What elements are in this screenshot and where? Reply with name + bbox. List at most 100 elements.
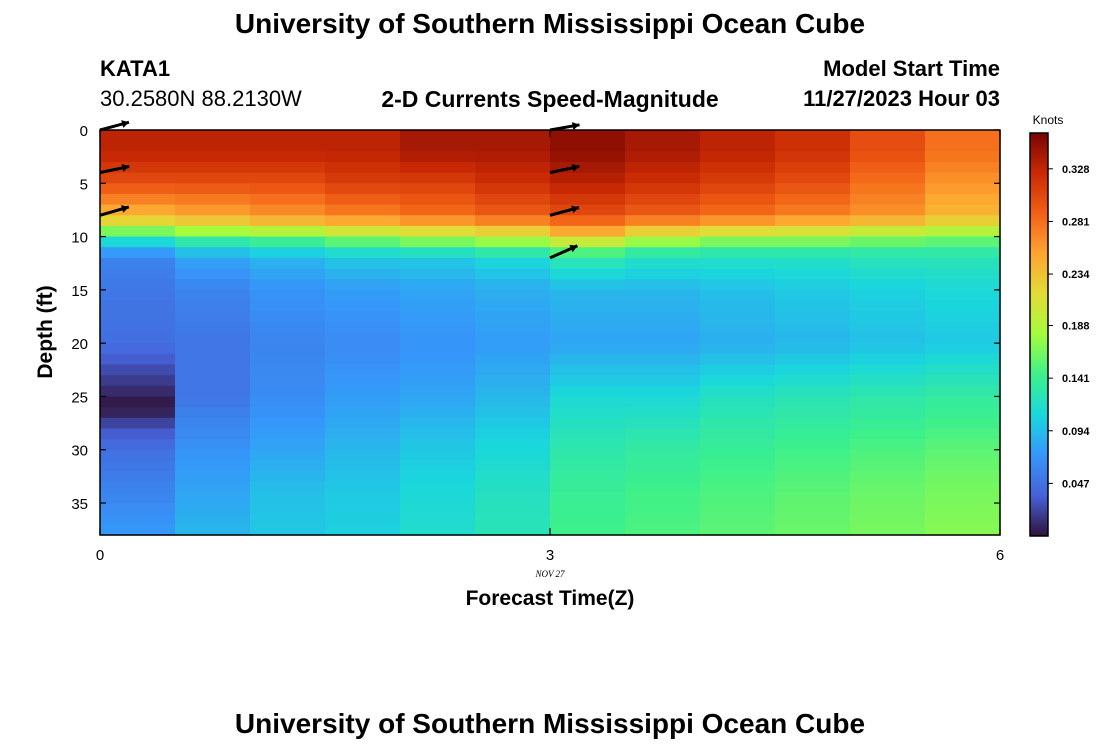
heatmap-cell: [400, 503, 476, 515]
heatmap-cell: [400, 193, 476, 206]
heatmap-cell: [175, 407, 251, 419]
heatmap-cell: [700, 385, 776, 398]
heatmap-cell: [100, 215, 176, 227]
heatmap-cell: [250, 247, 326, 259]
heatmap-cell: [925, 225, 1001, 238]
heatmap-cell: [925, 460, 1001, 472]
heatmap-cell: [475, 204, 551, 216]
heatmap-cell: [100, 407, 176, 419]
heatmap-cell: [325, 375, 401, 387]
heatmap-cell: [400, 140, 476, 152]
heatmap-cell: [925, 417, 1001, 430]
heatmap-cell: [850, 503, 926, 515]
heatmap-cell: [775, 151, 851, 163]
y-tick-label: 25: [71, 389, 88, 406]
heatmap-cell: [925, 268, 1001, 280]
heatmap-cell: [700, 428, 776, 440]
heatmap-cell: [325, 503, 401, 515]
heatmap-cell: [850, 140, 926, 152]
current-vector-arrow: [99, 205, 130, 217]
heatmap-cell: [775, 364, 851, 376]
heatmap-cell: [175, 300, 251, 312]
chart-title: 2-D Currents Speed-Magnitude: [381, 86, 719, 112]
heatmap-cell: [775, 417, 851, 430]
heatmap-cell: [775, 407, 851, 419]
heatmap-cell: [175, 161, 251, 174]
heatmap-cell: [850, 343, 926, 355]
heatmap-cell: [175, 257, 251, 270]
heatmap-cell: [925, 375, 1001, 387]
heatmap-cell: [400, 513, 476, 525]
heatmap-cell: [475, 279, 551, 291]
heatmap-cell: [325, 204, 401, 216]
heatmap-cell: [325, 247, 401, 259]
heatmap-cell: [625, 513, 701, 525]
date-label: NOV 27: [534, 569, 565, 579]
x-axis-label: Forecast Time(Z): [466, 587, 635, 610]
heatmap-cell: [625, 321, 701, 334]
heatmap-cell: [925, 193, 1001, 206]
heatmap-cell: [475, 503, 551, 515]
y-tick-label: 15: [71, 283, 88, 300]
heatmap-cell: [550, 513, 626, 525]
heatmap-cell: [625, 471, 701, 483]
heatmap-cell: [850, 236, 926, 248]
heatmap-cell: [400, 417, 476, 430]
heatmap-cell: [175, 279, 251, 291]
heatmap-cell: [325, 396, 401, 408]
heatmap-cell: [400, 364, 476, 376]
heatmap-cell: [100, 236, 176, 248]
heatmap-cell: [175, 449, 251, 461]
heatmap-cell: [250, 449, 326, 461]
heatmap-cell: [475, 130, 551, 142]
heatmap-cell: [550, 300, 626, 312]
heatmap-cell: [400, 225, 476, 238]
heatmap-cell: [250, 279, 326, 291]
heatmap-cell: [850, 151, 926, 163]
heatmap-cell: [550, 428, 626, 440]
heatmap-cell: [775, 396, 851, 408]
heatmap-cell: [475, 321, 551, 334]
heatmap-cell: [700, 289, 776, 302]
heatmap-cell: [175, 343, 251, 355]
heatmap-cell: [175, 311, 251, 323]
heatmap-cell: [775, 257, 851, 270]
colorbar-tick-label: 0.328: [1062, 164, 1090, 176]
heatmap-cell: [550, 225, 626, 238]
heatmap-cell: [700, 332, 776, 344]
current-vector-arrow: [549, 122, 580, 132]
heatmap-cell: [475, 364, 551, 376]
heatmap-cell: [700, 279, 776, 291]
heatmap-cell: [550, 151, 626, 163]
heatmap-cell: [550, 268, 626, 280]
heatmap-cell: [325, 439, 401, 451]
y-tick-label: 10: [71, 230, 88, 247]
heatmap-cell: [850, 417, 926, 430]
y-tick-label: 0: [80, 123, 88, 140]
heatmap-cell: [625, 215, 701, 227]
heatmap-cell: [250, 161, 326, 174]
heatmap-cell: [625, 130, 701, 142]
heatmap-cell: [175, 215, 251, 227]
heatmap-cell: [325, 300, 401, 312]
heatmap-cell: [400, 428, 476, 440]
heatmap-cell: [325, 279, 401, 291]
heatmap-cell: [925, 130, 1001, 142]
heatmap-cell: [850, 130, 926, 142]
heatmap-cell: [700, 439, 776, 451]
heatmap-cell: [550, 215, 626, 227]
current-vector-arrow: [549, 244, 579, 260]
heatmap-cell: [100, 172, 176, 184]
heatmap-cell: [325, 215, 401, 227]
heatmap-cell: [325, 481, 401, 493]
heatmap-cell: [400, 279, 476, 291]
heatmap-cell: [850, 375, 926, 387]
heatmap-cell: [550, 503, 626, 515]
heatmap-cell: [925, 449, 1001, 461]
heatmap-cell: [625, 279, 701, 291]
heatmap-cell: [325, 460, 401, 472]
heatmap-cell: [325, 353, 401, 366]
current-vector-arrow: [549, 163, 580, 175]
heatmap-cell: [850, 161, 926, 174]
heatmap-cell: [175, 289, 251, 302]
